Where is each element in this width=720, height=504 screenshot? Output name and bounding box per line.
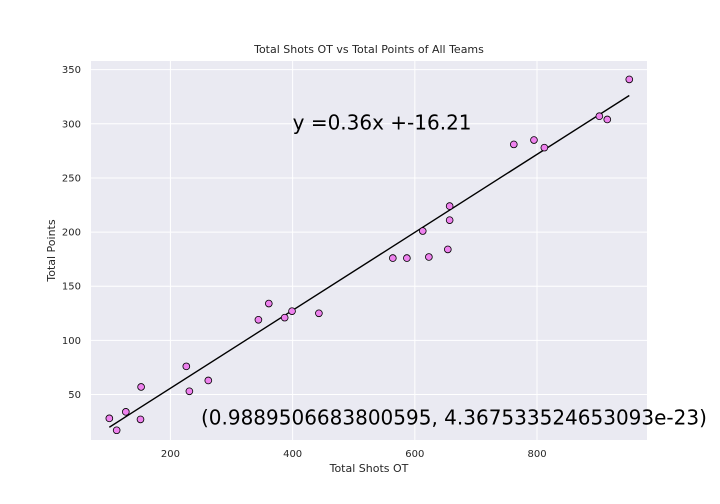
annotations: y =0.36x +-16.21 (0.9889506683800595, 4.3…: [201, 111, 707, 430]
y-tick-labels: 50 100 150 200 250 300 350: [62, 65, 81, 401]
data-point: [105, 414, 114, 423]
grid-lines: [91, 61, 647, 440]
y-tick-label: 250: [62, 173, 81, 184]
data-point: [122, 408, 130, 416]
data-point: [254, 316, 263, 324]
y-tick-label: 100: [62, 336, 81, 347]
data-points: [105, 75, 634, 435]
y-tick-label: 50: [68, 390, 81, 401]
data-point: [137, 383, 145, 391]
data-point: [444, 245, 452, 254]
data-point: [418, 227, 427, 235]
x-axis-label: Total Shots OT: [329, 462, 409, 475]
data-point: [625, 75, 634, 84]
x-tick-label: 200: [161, 449, 180, 460]
data-point: [510, 140, 518, 149]
data-point: [136, 415, 145, 424]
x-tick-label: 400: [283, 449, 302, 460]
data-point: [112, 426, 121, 435]
y-tick-label: 350: [62, 65, 81, 76]
data-point: [315, 309, 323, 318]
data-point: [185, 387, 194, 396]
data-point: [530, 136, 538, 144]
y-axis-label: Total Points: [45, 219, 58, 282]
x-tick-label: 800: [527, 449, 546, 460]
data-point: [288, 307, 296, 315]
data-point: [389, 254, 397, 262]
data-point: [445, 216, 454, 224]
annotation-text: (0.9889506683800595, 4.367533524653093e-…: [201, 405, 707, 429]
chart-title: Total Shots OT vs Total Points of All Te…: [253, 43, 484, 56]
data-point: [445, 202, 454, 210]
x-tick-labels: 200 400 600 800: [161, 449, 547, 460]
annotation-text: y =0.36x +-16.21: [293, 111, 472, 135]
data-point: [603, 115, 612, 124]
data-point: [264, 299, 273, 308]
y-tick-label: 150: [62, 282, 81, 293]
y-tick-label: 300: [62, 119, 81, 130]
data-point: [403, 254, 411, 262]
data-point: [182, 362, 191, 371]
x-tick-label: 600: [405, 449, 424, 460]
data-point: [280, 313, 289, 322]
data-point: [595, 112, 604, 121]
data-point: [540, 143, 549, 152]
data-point: [204, 376, 213, 385]
data-point: [425, 253, 433, 261]
y-tick-label: 200: [62, 228, 81, 239]
